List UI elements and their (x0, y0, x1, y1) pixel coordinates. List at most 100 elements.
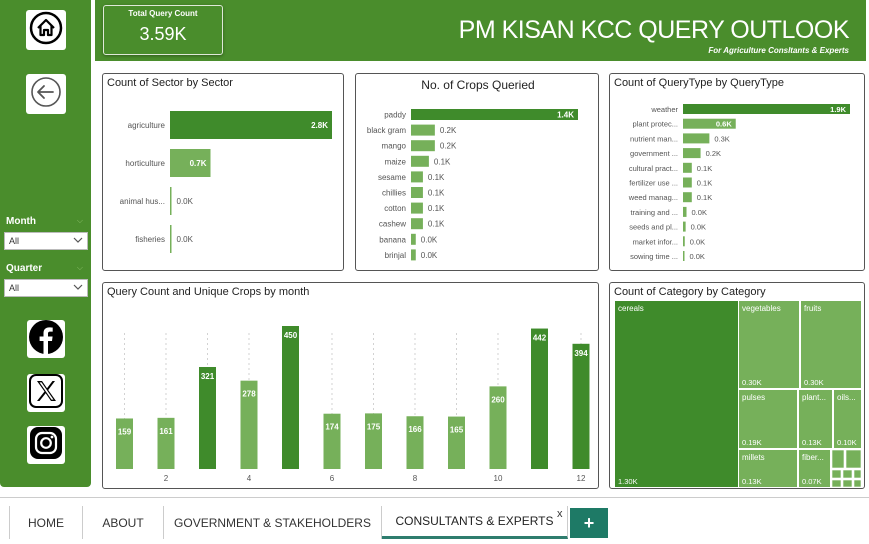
month-filter-select[interactable]: All (4, 232, 88, 250)
treemap-small-cell (853, 479, 862, 488)
querytype-chart: weather 1.9K plant protec... 0.6K nutrient m… (628, 104, 850, 261)
treemap-small-cell (831, 479, 842, 488)
data-label: 0.0K (421, 251, 438, 260)
bar (683, 192, 692, 203)
bar (489, 386, 507, 469)
data-label: 1.9K (830, 105, 846, 114)
bar (116, 418, 133, 469)
category-label: fisheries (135, 235, 165, 244)
treemap-cell (739, 301, 799, 388)
bar (683, 177, 692, 188)
category-label: sesame (378, 173, 407, 182)
tab-about[interactable]: ABOUT (83, 506, 164, 539)
treemap-value-label: 0.13K (742, 477, 762, 486)
facebook-link[interactable] (27, 319, 65, 358)
tab-consultants-experts[interactable]: CONSULTANTS & EXPERTS (382, 506, 568, 539)
treemap-category-label: fruits (804, 304, 821, 313)
close-icon[interactable]: x (557, 508, 563, 520)
category-label: fertilizer use ... (629, 179, 678, 188)
data-label: 0.3K (714, 134, 729, 143)
kpi-label: Total Query Count (128, 9, 198, 18)
bar (683, 206, 687, 217)
category-label: weather (650, 105, 678, 114)
sidebar: Month ⌵ All Quarter ⌵ All (0, 0, 91, 487)
bar (411, 124, 435, 136)
treemap-small-cell (831, 469, 842, 479)
data-label: 450 (284, 331, 298, 340)
kpi-card-total-query-count: Total Query Count 3.59K (103, 5, 223, 55)
quarter-filter-select[interactable]: All (4, 279, 88, 297)
category-treemap: cereals 1.30K vegetables 0.30K fruits 0.30K pu… (615, 301, 862, 488)
bar (170, 111, 332, 139)
category-label: paddy (384, 111, 406, 120)
bar (683, 251, 685, 261)
bar (170, 149, 211, 177)
data-label: 394 (574, 349, 588, 358)
bar (683, 118, 736, 129)
data-label: 260 (491, 395, 505, 404)
data-label: 0.0K (690, 237, 705, 246)
add-page-button[interactable]: + (570, 508, 608, 538)
tick-label: 6 (330, 474, 335, 483)
treemap-cell (799, 390, 832, 448)
data-label: 0.0K (691, 223, 706, 232)
data-label: 0.2K (440, 142, 457, 151)
category-treemap-card: Count of Category by Category cereals 1.3… (609, 282, 865, 489)
bar (683, 104, 850, 114)
monthly-chart-title: Query Count and Unique Crops by month (107, 286, 310, 298)
tick-label: 12 (577, 474, 586, 483)
data-label: 165 (450, 426, 464, 435)
data-label: 0.0K (177, 197, 194, 206)
tab-home[interactable]: HOME (10, 506, 83, 539)
querytype-chart-card: Count of QueryType by QueryType weather 1… (609, 73, 865, 271)
sector-chart-card: Count of Sector by Sector agriculture 2.8… (102, 73, 344, 271)
bar (240, 380, 258, 469)
bar (406, 416, 424, 469)
tick-label: 2 (164, 474, 169, 483)
category-label: cotton (384, 204, 406, 213)
bar (411, 202, 423, 214)
bar (170, 187, 172, 215)
home-button[interactable] (26, 10, 66, 50)
treemap-value-label: 0.30K (742, 378, 762, 387)
quarter-filter-clear-icon[interactable]: ⌵ (76, 263, 83, 272)
month-filter-clear-icon[interactable]: ⌵ (76, 216, 83, 225)
data-label: 159 (118, 427, 132, 436)
category-label: weed manag... (628, 193, 678, 202)
bar (199, 366, 216, 469)
category-label: government ... (630, 149, 678, 158)
instagram-link[interactable] (27, 426, 65, 464)
monthly-chart-card: Query Count and Unique Crops by month 15… (102, 282, 599, 489)
data-label: 175 (367, 422, 381, 431)
treemap-small-cell (842, 469, 853, 479)
bar (411, 218, 423, 230)
data-label: 174 (325, 423, 339, 432)
bar (411, 233, 416, 245)
treemap-small-cell (853, 469, 862, 479)
page-title: PM KISAN KCC QUERY OUTLOOK (458, 16, 850, 44)
back-button[interactable] (26, 74, 66, 114)
bar (448, 416, 465, 469)
treemap-value-label: 0.30K (804, 378, 824, 387)
treemap-small-cell (842, 479, 853, 488)
treemap-category-label: plant... (802, 393, 826, 402)
data-label: 0.1K (428, 220, 445, 229)
treemap-cell (801, 301, 861, 388)
category-label: brinjal (385, 251, 407, 260)
crops-chart-card: No. of Crops Queried paddy 1.4K black gram… (355, 73, 599, 271)
data-label: 0.0K (177, 235, 194, 244)
bar (411, 109, 578, 120)
x-link[interactable] (27, 373, 65, 413)
bar (411, 155, 429, 167)
quarter-filter-value: All (9, 283, 20, 293)
category-label: black gram (367, 126, 406, 135)
treemap-value-label: 0.13K (802, 438, 822, 447)
x-icon (29, 373, 63, 413)
treemap-category-label: cereals (618, 304, 644, 313)
data-label: 0.1K (428, 204, 445, 213)
bar (411, 140, 435, 152)
tab-government-stakeholders[interactable]: GOVERNMENT & STAKEHOLDERS (164, 506, 382, 539)
tick-label: 8 (413, 474, 418, 483)
treemap-category-label: fiber... (802, 453, 824, 462)
